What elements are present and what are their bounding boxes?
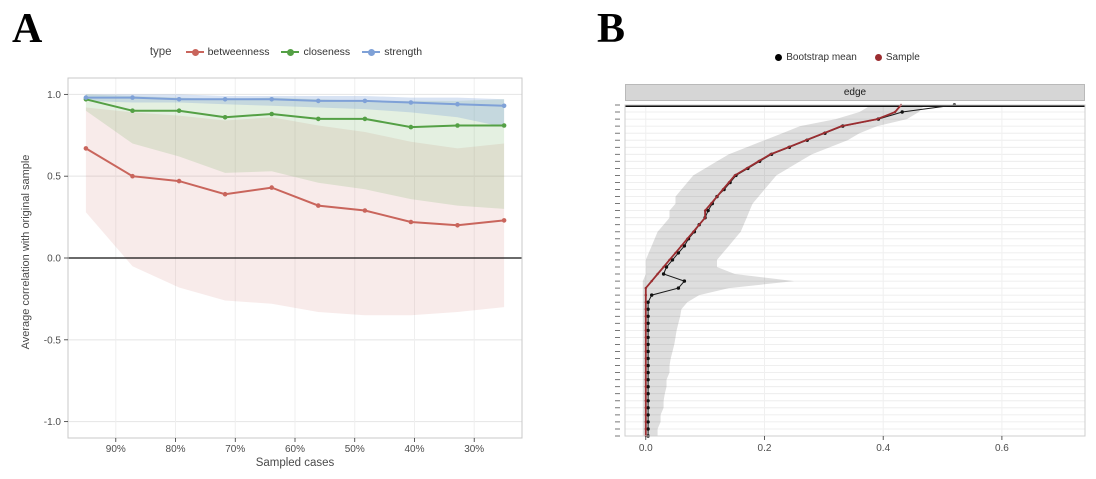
svg-text:0.2: 0.2 [758, 443, 772, 454]
svg-text:-0.5: -0.5 [44, 335, 62, 346]
panel-a-label: A [12, 6, 43, 52]
legend-item-betweenness: betweenness [185, 46, 270, 58]
closeness-line-marker-icon [281, 48, 300, 57]
panel-a-legend: type betweenness closeness strength [40, 46, 532, 58]
legend-item-bootstrap-mean: Bootstrap mean [775, 52, 857, 63]
betweenness-ribbon [85, 107, 505, 316]
panel-a-chart: 90% 80% 70% 60% 50% 40% 30% 1.0 0.5 0.0 -0.5 -1.0 [40, 70, 532, 470]
betweenness-line-marker-icon [185, 48, 204, 57]
svg-text:0.5: 0.5 [47, 172, 61, 183]
panel-b-legend: Bootstrap mean Sample [605, 52, 1090, 63]
betweenness-line [85, 147, 505, 227]
legend-item-strength: strength [362, 46, 422, 58]
panel-b-label: B [597, 6, 626, 52]
closeness-line [85, 98, 505, 129]
legend-label-strength: strength [384, 46, 423, 58]
svg-text:30%: 30% [464, 444, 484, 455]
panel-a-plot-svg: 90% 80% 70% 60% 50% 40% 30% 1.0 0.5 0.0 -0.5 -1.0 [44, 77, 523, 455]
bootstrap-mean-marker-icon [775, 54, 783, 61]
ci-ribbon [642, 105, 925, 436]
svg-text:0.6: 0.6 [995, 443, 1009, 454]
svg-text:0.0: 0.0 [47, 254, 61, 265]
svg-text:60%: 60% [285, 444, 305, 455]
panel-b-chart: 0.0 0.2 0.4 0.6 [605, 101, 1090, 461]
svg-text:80%: 80% [166, 444, 186, 455]
facet-strip-edge: edge [625, 84, 1085, 101]
strength-line [85, 96, 505, 107]
legend-label-closeness: closeness [303, 46, 351, 58]
svg-text:50%: 50% [345, 444, 365, 455]
legend-item-sample: Sample [874, 52, 920, 63]
legend-label-betweenness: betweenness [207, 46, 270, 58]
sample-marker-icon [874, 54, 882, 61]
legend-item-closeness: closeness [281, 46, 350, 58]
svg-text:-1.0: -1.0 [44, 417, 62, 428]
legend-label-sample: Sample [885, 52, 920, 63]
legend-label-bootstrap-mean: Bootstrap mean [786, 52, 857, 63]
panel-a-y-axis-title: Average correlation with original sample [20, 154, 32, 350]
strength-line-marker-icon [362, 48, 381, 57]
closeness-ribbon [85, 94, 505, 209]
legend-title: type [149, 46, 172, 58]
panel-a-x-axis-title: Sampled cases [255, 457, 335, 469]
svg-text:1.0: 1.0 [47, 90, 61, 101]
svg-text:0.0: 0.0 [639, 443, 653, 454]
svg-text:90%: 90% [106, 444, 126, 455]
panel-b-plot-svg: 0.0 0.2 0.4 0.6 [615, 103, 1086, 454]
svg-text:70%: 70% [225, 444, 245, 455]
svg-text:40%: 40% [404, 444, 424, 455]
svg-text:0.4: 0.4 [876, 443, 890, 454]
